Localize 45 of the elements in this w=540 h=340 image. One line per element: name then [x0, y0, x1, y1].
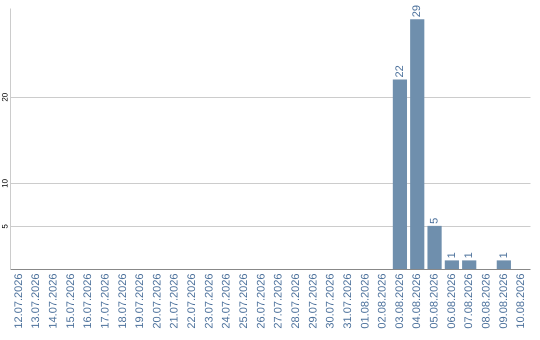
bar: [427, 226, 442, 269]
x-tick-label: 03.08.2026: [394, 274, 406, 329]
x-tick-label: 04.08.2026: [411, 274, 424, 329]
x-tick-label: 14.07.2026: [47, 274, 60, 329]
x-tick-label: 21.07.2026: [168, 274, 181, 329]
x-tick-label: 05.08.2026: [428, 274, 441, 329]
bar: [462, 260, 476, 269]
x-tick-label: 17.07.2026: [99, 274, 112, 329]
y-tick-label: 10: [0, 178, 10, 188]
y-tick-label: 20: [0, 92, 10, 102]
bar: [496, 260, 511, 269]
x-tick-label: 20.07.2026: [151, 274, 164, 329]
data-label: 22: [394, 65, 406, 78]
x-tick-label: 15.07.2026: [64, 274, 77, 329]
data-label: 1: [446, 252, 458, 258]
x-tick-label: 09.08.2026: [498, 274, 510, 329]
bar: [392, 79, 408, 269]
y-tick-label: 5: [0, 224, 10, 229]
x-tick-label: 18.07.2026: [116, 274, 129, 329]
x-tick-label: 07.08.2026: [463, 274, 476, 329]
x-tick-label: 26.07.2026: [255, 274, 268, 329]
data-label: 1: [463, 252, 476, 258]
x-tick-label: 31.07.2026: [342, 274, 354, 329]
x-tick-label: 12.07.2026: [12, 274, 25, 329]
x-tick-label: 29.07.2026: [307, 274, 320, 329]
x-tick-label: 25.07.2026: [238, 274, 250, 329]
x-tick-label: 19.07.2026: [134, 274, 146, 329]
bar: [410, 19, 424, 269]
x-tick-label: 28.07.2026: [290, 274, 302, 329]
data-label: 1: [498, 252, 510, 258]
x-tick-label: 10.08.2026: [515, 274, 528, 329]
x-tick-label: 08.08.2026: [480, 274, 493, 329]
x-tick-label: 02.08.2026: [376, 274, 389, 329]
x-tick-label: 13.07.2026: [30, 274, 42, 329]
x-tick-label: 01.08.2026: [359, 274, 372, 329]
x-tick-label: 24.07.2026: [220, 274, 233, 329]
bar: [444, 260, 459, 269]
x-tick-label: 23.07.2026: [203, 274, 216, 329]
data-label: 29: [411, 4, 424, 18]
x-tick-label: 06.08.2026: [446, 274, 458, 329]
x-tick-label: 27.07.2026: [272, 274, 285, 329]
x-tick-label: 30.07.2026: [324, 274, 337, 329]
x-tick-label: 22.07.2026: [186, 274, 198, 329]
data-label: 5: [428, 218, 441, 224]
x-tick-label: 16.07.2026: [82, 274, 94, 329]
